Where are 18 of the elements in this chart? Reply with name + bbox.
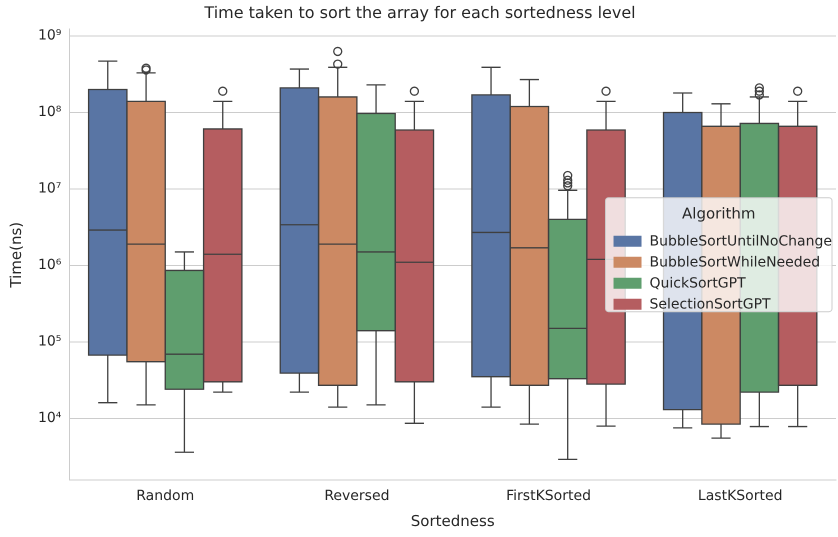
- y-tick-label: 10⁶: [38, 257, 62, 274]
- y-axis-title: Time(ns): [6, 222, 25, 289]
- y-tick-label: 10⁴: [38, 410, 62, 426]
- legend-label: BubbleSortUntilNoChange: [650, 233, 832, 250]
- legend-title: Algorithm: [682, 204, 756, 223]
- y-tick-label: 10⁹: [38, 28, 62, 44]
- legend-label: SelectionSortGPT: [650, 296, 772, 312]
- x-tick-label: FirstKSorted: [506, 488, 591, 504]
- x-axis-title: Sortedness: [410, 512, 495, 530]
- legend-label: QuickSortGPT: [650, 275, 746, 292]
- x-tick-label: Random: [136, 488, 194, 504]
- y-tick-label: 10⁷: [38, 180, 62, 197]
- y-tick-label: 10⁵: [38, 334, 62, 350]
- y-tick-label: 10⁸: [38, 104, 62, 120]
- chart-title: Time taken to sort the array for each sortedness level: [203, 2, 636, 22]
- x-tick-label: Reversed: [324, 488, 390, 504]
- legend-label: BubbleSortWhileNeeded: [650, 254, 820, 270]
- x-tick-label: LastKSorted: [698, 488, 782, 504]
